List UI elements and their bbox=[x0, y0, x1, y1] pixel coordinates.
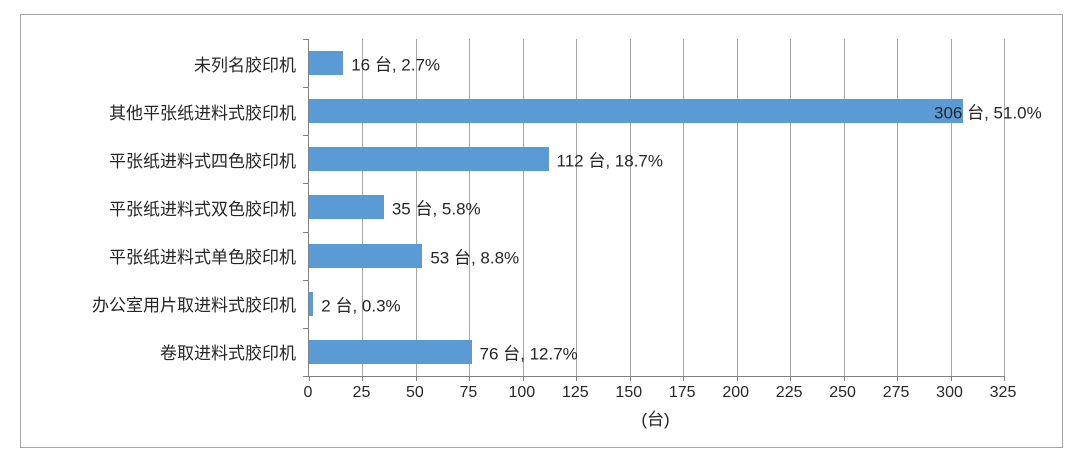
x-axis-tick bbox=[362, 376, 364, 381]
x-tick-label: 0 bbox=[303, 384, 313, 401]
x-axis-tick bbox=[1004, 376, 1005, 381]
plot-area: 16 台, 2.7% 306 台, 51.0% 112 台, 18.7% 35 台, … bbox=[303, 39, 1042, 381]
x-axis-tick bbox=[790, 376, 792, 381]
x-axis-tick bbox=[469, 376, 471, 381]
y-axis-tick bbox=[303, 327, 309, 329]
x-tick-label: 200 bbox=[722, 384, 750, 401]
gridline bbox=[683, 39, 685, 376]
gridline bbox=[629, 39, 631, 376]
category-label: 平张纸进料式四色胶印机 bbox=[109, 151, 296, 171]
gridline bbox=[1004, 39, 1005, 376]
gridline bbox=[843, 39, 845, 376]
bar bbox=[309, 51, 344, 76]
category-label: 卷取进料式胶印机 bbox=[160, 344, 296, 364]
gridline bbox=[950, 39, 952, 376]
bar bbox=[309, 195, 384, 220]
x-tick-label: 175 bbox=[668, 384, 696, 401]
category-label: 其他平张纸进料式胶印机 bbox=[109, 103, 296, 123]
x-tick-label: 325 bbox=[989, 384, 1017, 401]
x-axis-tick bbox=[843, 376, 845, 381]
bar-row: 76 台, 12.7% bbox=[309, 328, 1004, 376]
x-axis-tick bbox=[950, 376, 952, 381]
bar-row: 306 台, 51.0% bbox=[309, 87, 1042, 135]
bars-group: 16 台, 2.7% 306 台, 51.0% 112 台, 18.7% 35 台, … bbox=[309, 39, 1042, 376]
y-axis-tick bbox=[303, 135, 309, 137]
bar-value-label: 16 台, 2.7% bbox=[351, 55, 441, 75]
bar bbox=[309, 147, 549, 172]
bar-value-label: 76 台, 12.7% bbox=[479, 344, 578, 364]
x-axis-tick bbox=[522, 376, 524, 381]
bar-row: 16 台, 2.7% bbox=[309, 39, 1004, 87]
x-axis-title: (台) bbox=[641, 410, 670, 429]
x-tick-label: 125 bbox=[561, 384, 589, 401]
gridline bbox=[790, 39, 792, 376]
x-tick-label: 225 bbox=[775, 384, 803, 401]
x-tick-label: 150 bbox=[615, 384, 643, 401]
x-axis-tick bbox=[629, 376, 631, 381]
x-tick-label: 50 bbox=[406, 384, 424, 401]
y-axis-tick bbox=[303, 279, 309, 281]
bar bbox=[309, 339, 472, 364]
bar bbox=[309, 243, 423, 268]
x-axis-tick-labels: 0 25 50 75 100 125 150 175 200 225 250 275 300 325 bbox=[304, 384, 1017, 404]
category-label: 办公室用片取进料式胶印机 bbox=[92, 296, 296, 316]
gridline bbox=[522, 39, 524, 376]
chart-frame: 未列名胶印机其他平张纸进料式胶印机 平张纸进料式四色胶印机 平张纸进料式双色胶印机平… bbox=[20, 14, 1063, 448]
x-tick-label: 300 bbox=[936, 384, 963, 401]
x-tick-label: 275 bbox=[882, 384, 910, 401]
y-axis-tick bbox=[303, 39, 309, 40]
bar-row: 35 台, 5.8% bbox=[309, 183, 1004, 231]
x-axis-tick bbox=[415, 376, 417, 381]
bar-value-label: 53 台, 8.8% bbox=[430, 248, 520, 268]
y-axis-tick bbox=[303, 376, 309, 377]
y-axis-category-labels: 未列名胶印机其他平张纸进料式胶印机 平张纸进料式四色胶印机 平张纸进料式双色胶印机平… bbox=[21, 39, 296, 376]
x-axis-tick bbox=[576, 376, 578, 381]
x-tick-label: 250 bbox=[829, 384, 856, 401]
bar bbox=[309, 99, 964, 124]
bar-row: 53 台, 8.8% bbox=[309, 232, 1004, 280]
category-label: 平张纸进料式单色胶印机 bbox=[109, 248, 296, 268]
bar-row: 2 台, 0.3% bbox=[309, 280, 1004, 328]
x-axis-tick bbox=[683, 376, 685, 381]
category-label: 未列名胶印机 bbox=[194, 55, 296, 75]
x-axis-tick bbox=[309, 376, 310, 381]
gridline bbox=[576, 39, 578, 376]
y-axis-tick bbox=[303, 231, 309, 233]
x-axis-tick bbox=[736, 376, 738, 381]
bar-row: 112 台, 18.7% bbox=[309, 135, 1004, 183]
gridline bbox=[736, 39, 738, 376]
y-axis-tick bbox=[303, 183, 309, 185]
gridline bbox=[415, 39, 417, 376]
bar-value-label: 2 台, 0.3% bbox=[321, 296, 401, 316]
x-axis-tick bbox=[897, 376, 899, 381]
bar bbox=[309, 291, 314, 316]
bar-value-label: 112 台, 18.7% bbox=[556, 151, 663, 171]
y-axis-tick bbox=[303, 87, 309, 89]
x-tick-label: 75 bbox=[459, 384, 478, 401]
category-label: 平张纸进料式双色胶印机 bbox=[109, 199, 296, 219]
x-tick-label: 25 bbox=[352, 384, 371, 401]
gridline bbox=[469, 39, 471, 376]
bar-value-label: 35 台, 5.8% bbox=[391, 199, 481, 219]
x-tick-label: 100 bbox=[508, 384, 536, 401]
bar-value-label: 306 台, 51.0% bbox=[934, 103, 1042, 123]
gridline bbox=[897, 39, 899, 376]
